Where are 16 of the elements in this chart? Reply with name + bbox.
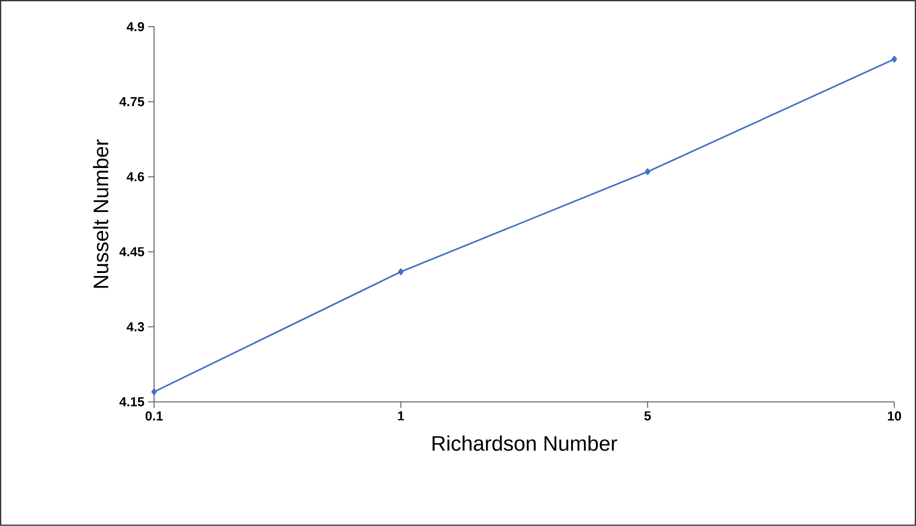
y-tick-label: 4.9 xyxy=(126,22,144,32)
x-axis-title: Richardson Number xyxy=(432,436,618,451)
y-tick-label: 4.15 xyxy=(119,397,144,406)
x-tick-label: 10 xyxy=(888,411,902,421)
point xyxy=(644,168,650,176)
x-tick-label: 0.1 xyxy=(146,411,163,421)
y-tick-label: 4.75 xyxy=(119,97,144,106)
point xyxy=(892,56,898,63)
point xyxy=(151,388,157,396)
y-tick-label: 4.6 xyxy=(126,172,144,182)
y-tick-label: 4.3 xyxy=(126,322,144,332)
point xyxy=(398,268,404,276)
x-tick-label: 5 xyxy=(644,411,651,421)
x-tick-label: 1 xyxy=(398,411,404,420)
y-axis-title: Nusselt Number xyxy=(92,140,108,288)
y-tick-label: 4.45 xyxy=(119,247,144,256)
